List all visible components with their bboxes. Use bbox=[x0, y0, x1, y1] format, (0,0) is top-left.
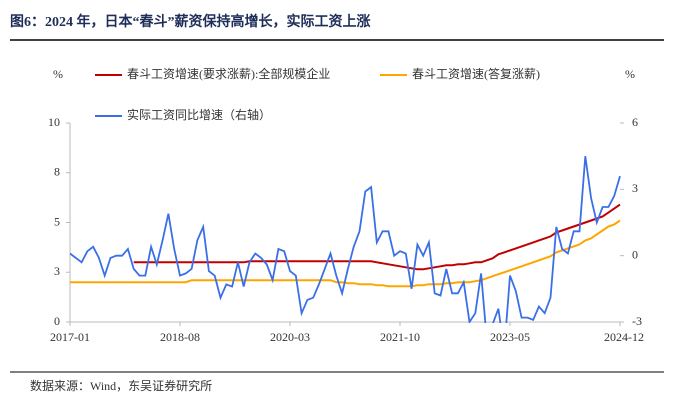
x-tick-label: 2017-01 bbox=[50, 330, 90, 344]
chart-title: 图6：2024 年，日本“春斗”薪资保持高增长，实际工资上涨 bbox=[10, 13, 371, 30]
y2-tick-label: 6 bbox=[632, 115, 638, 129]
x-tick-label: 2024-12 bbox=[604, 330, 644, 344]
legend-label: 春斗工资增速(答复涨薪) bbox=[412, 66, 540, 81]
y2-tick-label: 0 bbox=[632, 247, 638, 261]
series-line bbox=[133, 203, 621, 271]
y2-tick-label: -3 bbox=[632, 314, 642, 328]
legend-label: 实际工资同比增速（右轴） bbox=[127, 107, 271, 122]
plot-area bbox=[70, 156, 621, 323]
x-tick-label: 2021-10 bbox=[380, 330, 420, 344]
y-tick-label: 5 bbox=[54, 214, 60, 228]
series-line bbox=[70, 156, 621, 323]
x-tick-label: 2020-03 bbox=[270, 330, 310, 344]
y2-unit: % bbox=[625, 67, 635, 81]
y2-tick-label: 3 bbox=[632, 181, 638, 195]
x-tick-label: 2018-08 bbox=[160, 330, 200, 344]
y-tick-label: 10 bbox=[48, 115, 60, 129]
legend-label: 春斗工资增速(要求涨薪):全部规模企业 bbox=[127, 66, 330, 81]
source: 数据来源：Wind，东吴证券研究所 bbox=[30, 378, 212, 393]
y-unit: % bbox=[53, 67, 63, 81]
x-tick-label: 2023-05 bbox=[490, 330, 530, 344]
y-tick-label: 0 bbox=[54, 314, 60, 328]
y-tick-label: 3 bbox=[54, 264, 60, 278]
y-tick-label: 8 bbox=[54, 165, 60, 179]
